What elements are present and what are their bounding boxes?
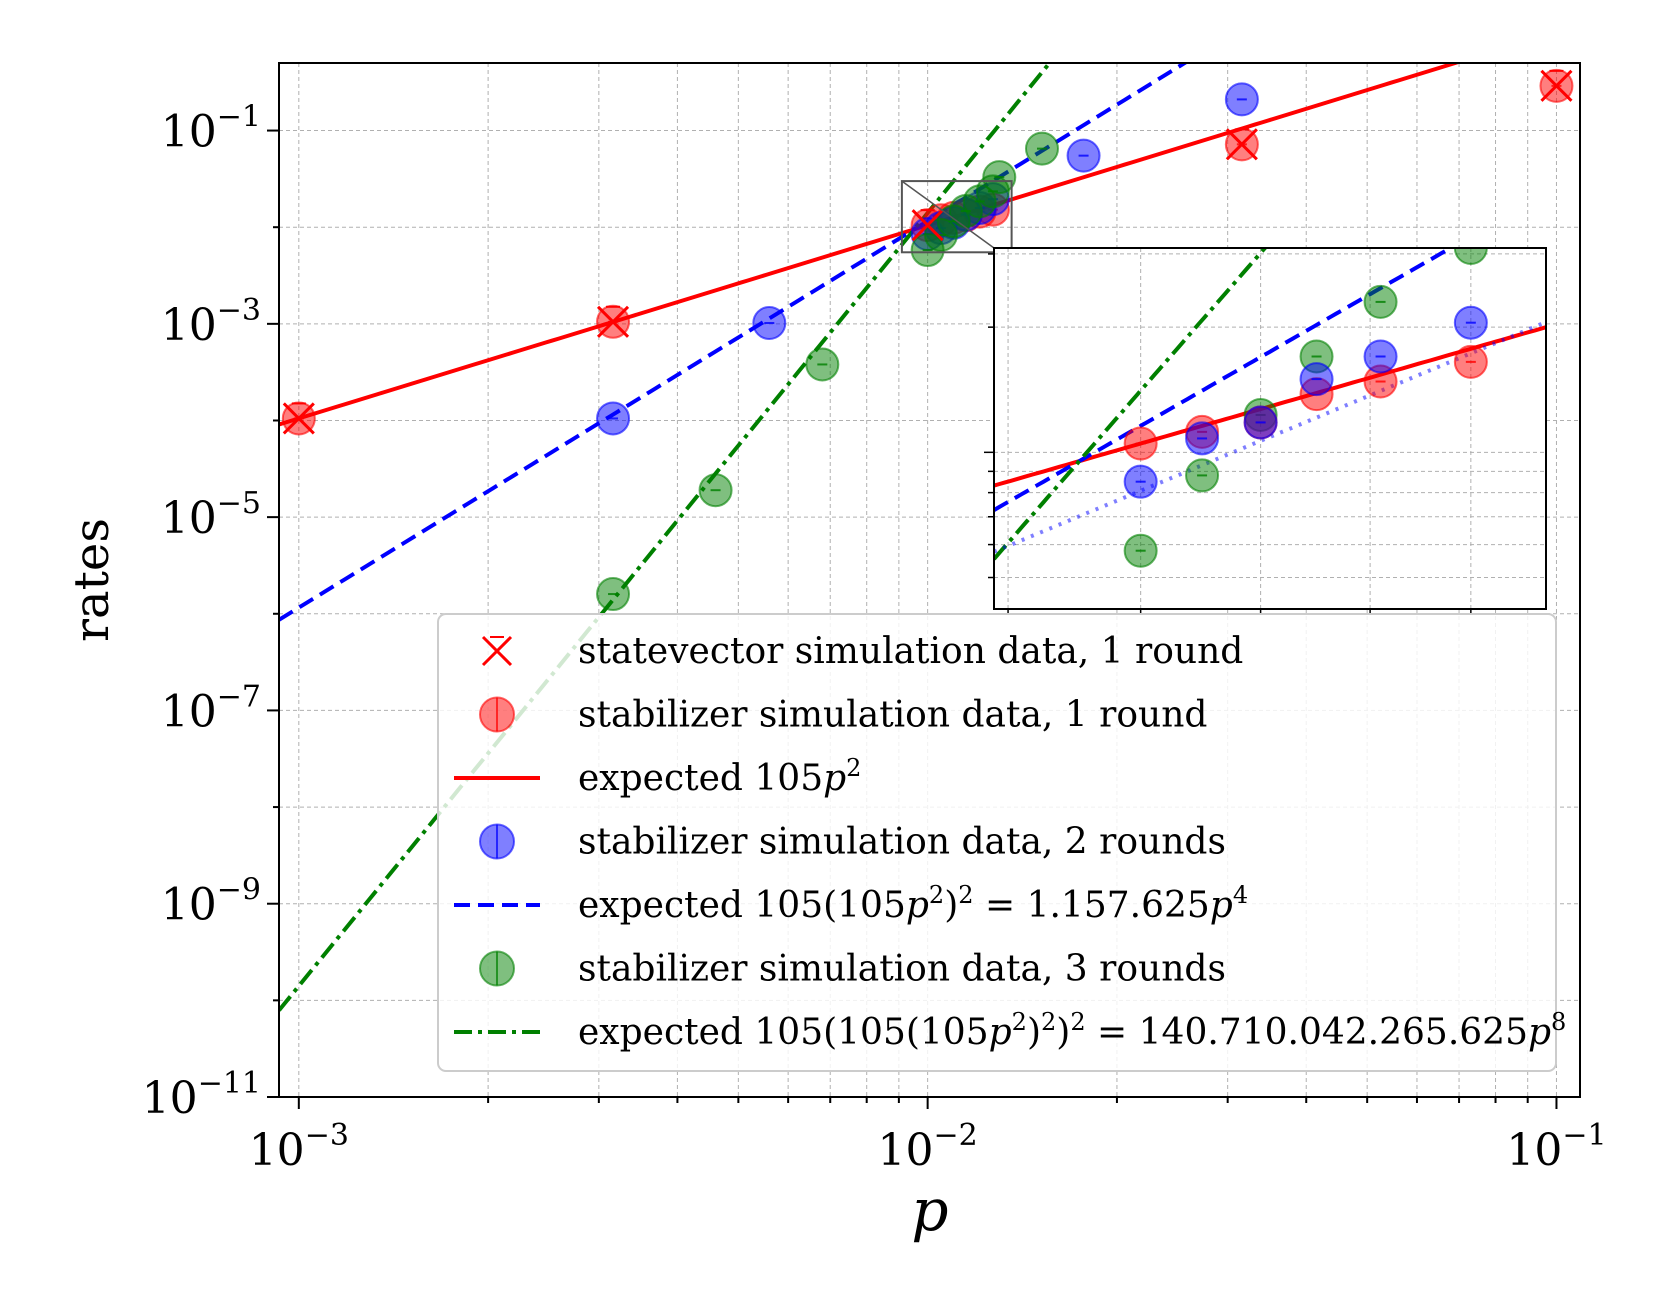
x-marker (481, 635, 513, 667)
legend-label: expected 105(105p2)2 = 1.157.625p4 (578, 881, 1248, 926)
y-tick-label: 10−5 (161, 486, 261, 544)
inset-frame (993, 247, 1547, 610)
x-tick-label: 10−2 (878, 1118, 978, 1176)
legend-label: stabilizer simulation data, 2 rounds (578, 822, 1226, 863)
legend-box (437, 613, 1557, 1072)
inset-data-point (1453, 248, 1488, 265)
y-tick-label: 10−3 (161, 293, 261, 351)
legend-label: stabilizer simulation data, 1 round (578, 695, 1207, 736)
x-tick-label: 10−1 (1506, 1118, 1606, 1176)
legend: statevector simulation data, 1 round stab… (437, 613, 1566, 1072)
x-axis-label: p (911, 1176, 948, 1244)
inset-grid (984, 248, 1546, 615)
x-marker (911, 209, 944, 242)
legend-label: expected 105(105(105p2)2)2 = 140.710.042… (578, 1008, 1566, 1053)
legend-label: stabilizer simulation data, 3 rounds (578, 949, 1226, 990)
zoom-connector (901, 180, 995, 249)
y-tick-label: 10−11 (142, 1066, 261, 1124)
x-marker (282, 402, 315, 435)
y-tick-label: 10−7 (161, 679, 261, 737)
fit-line (279, 63, 1189, 622)
zoom-rect (900, 180, 1013, 254)
main-axes-frame (278, 62, 1581, 1098)
y-tick-label: 10−9 (161, 873, 261, 931)
inset-axes (984, 247, 1547, 615)
x-marker (596, 305, 630, 338)
x-tick-label: 10−3 (249, 1118, 349, 1176)
legend-label: statevector simulation data, 1 round (578, 631, 1243, 672)
x-marker (1225, 128, 1258, 161)
inset-fit-line (994, 248, 1455, 512)
inset-plot-area (994, 248, 1546, 568)
x-marker (1540, 69, 1573, 102)
y-axis-label: rates (64, 518, 120, 642)
y-tick-label: 10−1 (161, 100, 261, 158)
inset-fit-line (994, 248, 1268, 561)
main-ticks: 10−3 10−2 10−1 10−1 10−3 10−5 10−7 10−9 10−11 (142, 100, 1607, 1176)
legend-label: expected 105p2 (578, 754, 861, 799)
